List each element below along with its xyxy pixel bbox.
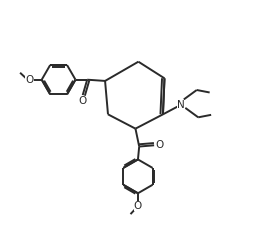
Text: O: O xyxy=(78,96,86,106)
Text: N: N xyxy=(177,100,185,110)
Text: O: O xyxy=(25,75,33,85)
Text: O: O xyxy=(134,201,142,211)
Text: O: O xyxy=(156,140,164,150)
